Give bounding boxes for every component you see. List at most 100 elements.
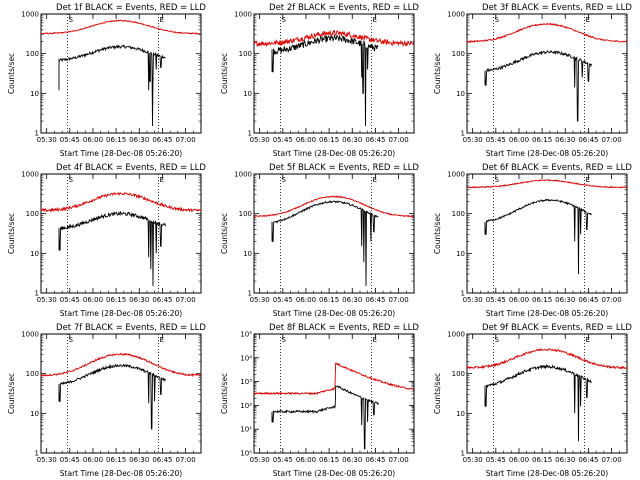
x-tick-label: 06:15	[106, 136, 126, 144]
y-tick-label: 10	[243, 90, 252, 98]
lld-series-line	[40, 19, 201, 35]
y-tick-label: 100	[26, 370, 39, 378]
chart-det-9f: Det 9f BLACK = Events, RED = LLD Counts/s…	[433, 323, 632, 478]
x-axis-label: Start Time (28-Dec-08 05:26:20)	[273, 149, 395, 158]
plot-frame	[466, 333, 628, 454]
x-tick-label: 06:30	[342, 136, 362, 144]
x-axis-label: Start Time (28-Dec-08 05:26:20)	[486, 149, 608, 158]
x-tick-label: 05:30	[37, 296, 57, 304]
chart-title: Det 9f BLACK = Events, RED = LLD	[482, 323, 632, 333]
x-tick-label: 05:45	[60, 136, 80, 144]
x-tick-label: 05:45	[273, 136, 293, 144]
x-tick-label: 05:30	[37, 136, 57, 144]
x-tick-label: 05:30	[250, 456, 270, 464]
y-tick-label: 10³	[240, 378, 252, 386]
x-tick-label: 06:45	[578, 456, 598, 464]
x-tick-label: 06:45	[578, 296, 598, 304]
x-tick-label: 06:00	[509, 296, 529, 304]
x-tick-label: 07:00	[601, 296, 621, 304]
y-tick-label: 10⁴	[240, 354, 252, 362]
y-tick-label: 10	[30, 250, 39, 258]
x-tick-label: 05:45	[486, 296, 506, 304]
events-series-line	[58, 363, 166, 430]
plot-frame	[253, 13, 415, 134]
chart-det-1f: Det 1f BLACK = Events, RED = LLD Counts/s…	[7, 3, 206, 158]
x-tick-label: 07:00	[601, 136, 621, 144]
end-marker-label: E	[160, 16, 164, 24]
chart-det-4f: Det 4f BLACK = Events, RED = LLD Counts/s…	[7, 163, 206, 318]
x-tick-label: 06:30	[342, 456, 362, 464]
chart-title: Det 2f BLACK = Events, RED = LLD	[269, 3, 419, 13]
x-tick-label: 06:15	[319, 456, 339, 464]
y-tick-label: 1	[461, 450, 465, 458]
y-tick-label: 1000	[21, 331, 39, 339]
chart-title: Det 8f BLACK = Events, RED = LLD	[269, 323, 419, 333]
y-tick-label: 10⁰	[240, 450, 252, 458]
events-series-line	[484, 49, 592, 122]
x-tick-label: 06:30	[129, 456, 149, 464]
y-tick-label: 10	[30, 410, 39, 418]
y-axis-label: Counts/sec	[433, 53, 442, 94]
x-axis-label: Start Time (28-Dec-08 05:26:20)	[486, 469, 608, 478]
start-marker-label: S	[494, 16, 499, 24]
x-axis-label: Start Time (28-Dec-08 05:26:20)	[60, 149, 182, 158]
x-tick-label: 07:00	[388, 136, 408, 144]
x-axis-label: Start Time (28-Dec-08 05:26:20)	[273, 309, 395, 318]
y-axis-label: Counts/sec	[220, 213, 229, 254]
y-axis-label: Counts/sec	[433, 213, 442, 254]
end-marker-label: E	[160, 176, 164, 184]
x-tick-label: 06:45	[365, 296, 385, 304]
y-tick-label: 10	[30, 90, 39, 98]
chart-det-6f: Det 6f BLACK = Events, RED = LLD Counts/s…	[433, 163, 632, 318]
x-tick-label: 06:45	[578, 136, 598, 144]
x-tick-label: 05:45	[486, 136, 506, 144]
y-axis-label: Counts/sec	[7, 373, 16, 414]
y-tick-label: 100	[452, 210, 465, 218]
x-tick-label: 07:00	[601, 456, 621, 464]
y-tick-label: 10	[243, 250, 252, 258]
y-tick-label: 10	[456, 250, 465, 258]
y-tick-label: 1	[248, 130, 252, 138]
x-tick-label: 07:00	[175, 456, 195, 464]
x-tick-label: 06:15	[319, 136, 339, 144]
x-tick-label: 05:30	[250, 296, 270, 304]
y-tick-label: 1	[35, 450, 39, 458]
y-axis-label: Counts/sec	[220, 373, 229, 414]
x-tick-label: 05:45	[273, 456, 293, 464]
x-tick-label: 07:00	[388, 296, 408, 304]
y-tick-label: 10	[456, 90, 465, 98]
y-tick-label: 1	[248, 290, 252, 298]
y-tick-label: 1000	[21, 171, 39, 179]
lld-series-line	[253, 195, 415, 218]
x-tick-label: 06:15	[532, 136, 552, 144]
end-marker-label: E	[373, 176, 377, 184]
plot-frame	[466, 173, 628, 294]
y-tick-label: 10	[456, 410, 465, 418]
start-marker-label: S	[494, 336, 499, 344]
lld-series-line	[466, 178, 627, 189]
y-tick-label: 1000	[447, 331, 465, 339]
start-marker-label: S	[494, 176, 499, 184]
x-tick-label: 05:45	[273, 296, 293, 304]
x-tick-label: 06:15	[532, 456, 552, 464]
x-tick-label: 06:15	[319, 296, 339, 304]
y-tick-label: 1	[461, 290, 465, 298]
chart-title: Det 6f BLACK = Events, RED = LLD	[482, 163, 632, 173]
y-tick-label: 1000	[234, 11, 252, 19]
x-tick-label: 05:45	[486, 456, 506, 464]
chart-title: Det 1f BLACK = Events, RED = LLD	[56, 3, 206, 13]
events-series-line	[271, 33, 379, 127]
y-tick-label: 100	[239, 50, 252, 58]
plot-frame	[40, 333, 202, 454]
y-tick-label: 1000	[234, 171, 252, 179]
x-tick-label: 06:30	[342, 296, 362, 304]
x-tick-label: 06:00	[296, 296, 316, 304]
x-tick-label: 06:45	[152, 456, 172, 464]
x-axis-label: Start Time (28-Dec-08 05:26:20)	[486, 309, 608, 318]
events-series-line	[58, 210, 166, 287]
y-tick-label: 10⁵	[240, 331, 252, 339]
chart-title: Det 3f BLACK = Events, RED = LLD	[482, 3, 632, 13]
lld-series-line	[40, 192, 202, 213]
y-axis-label: Counts/sec	[7, 53, 16, 94]
